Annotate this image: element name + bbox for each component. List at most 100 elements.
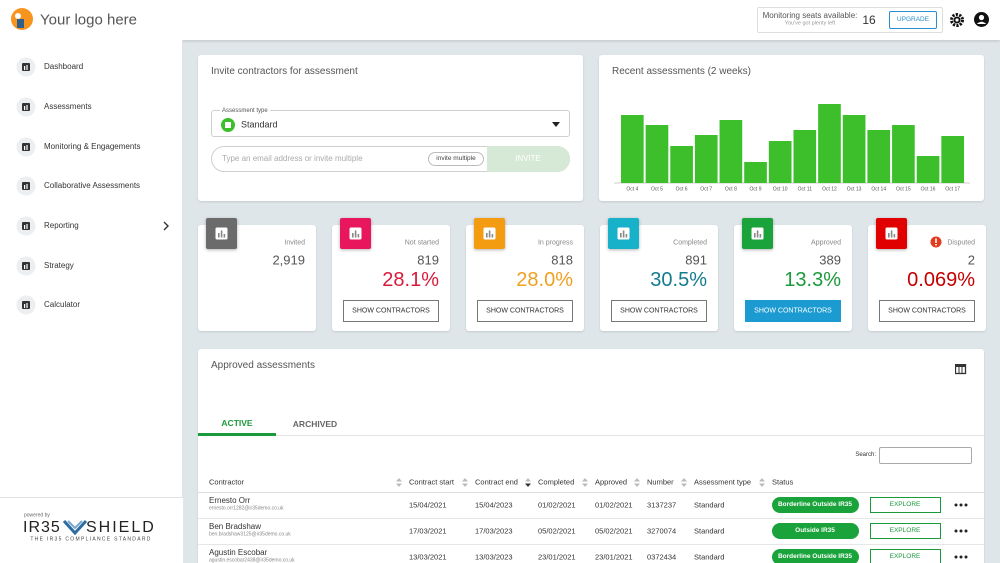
column-header[interactable]: Completed <box>538 477 575 487</box>
row-menu <box>954 529 968 533</box>
x-tick-label: Oct 7 <box>700 186 712 192</box>
stat-label: Not started <box>404 239 439 247</box>
seats-label: Monitoring seats available: <box>762 11 858 20</box>
invite-multiple-chip[interactable] <box>428 152 484 166</box>
explore-label[interactable]: EXPLORE <box>889 500 921 508</box>
show-contractors-label[interactable]: SHOW CONTRACTORS <box>754 307 832 315</box>
sidebar-label[interactable]: Calculator <box>44 300 81 309</box>
seats-count: 16 <box>862 13 876 27</box>
column-header[interactable]: Status <box>772 477 794 487</box>
row-menu <box>954 503 968 507</box>
show-contractors-label[interactable]: SHOW CONTRACTORS <box>888 307 966 315</box>
sort-icon <box>525 478 531 487</box>
sidebar-icon <box>16 176 36 196</box>
bar <box>620 115 644 183</box>
cell: 3270074 <box>647 526 677 536</box>
x-tick-label: Oct 13 <box>847 186 862 192</box>
logo-text: Your logo here <box>40 11 138 29</box>
tab-active[interactable]: ACTIVE <box>221 417 253 428</box>
show-contractors-button[interactable] <box>611 300 707 322</box>
assessment-type-select[interactable] <box>211 110 570 137</box>
sort-icon <box>462 478 468 487</box>
bar <box>818 104 841 183</box>
sidebar-label[interactable]: Strategy <box>44 261 74 270</box>
stat-label: Invited <box>284 239 305 247</box>
brand-ir35: IR35 <box>23 519 61 536</box>
row-line <box>198 544 984 545</box>
sidebar-label[interactable]: Monitoring & Engagements <box>44 142 141 151</box>
stat-icon-glyph <box>617 227 630 240</box>
sidebar-label[interactable]: Assessments <box>44 102 92 111</box>
cell: 15/04/2021 <box>409 500 447 510</box>
cell: 23/01/2021 <box>538 552 576 562</box>
cell: 23/01/2021 <box>595 552 633 562</box>
cell: Standard <box>694 500 725 510</box>
upgrade-label[interactable]: UPGRADE <box>896 15 930 23</box>
bar <box>892 125 915 183</box>
stat-label: Approved <box>811 239 841 247</box>
x-tick-label: Oct 9 <box>750 186 762 192</box>
explore-label[interactable]: EXPLORE <box>889 552 921 560</box>
show-contractors-label[interactable]: SHOW CONTRACTORS <box>620 307 698 315</box>
cell: 13/03/2023 <box>475 552 513 562</box>
show-contractors-button[interactable] <box>343 300 439 322</box>
column-header[interactable]: Contractor <box>209 477 245 487</box>
contractor-email: ernesto.orr1282@ir35demo.co.uk <box>209 505 284 512</box>
chevron <box>163 221 169 231</box>
invite-multiple-label[interactable]: invite multiple <box>436 154 476 162</box>
powered-by: powered by <box>24 512 50 519</box>
account-icon <box>974 12 989 27</box>
table-title: Approved assessments <box>211 360 315 371</box>
upgrade-button[interactable] <box>889 11 937 29</box>
stat-label: Disputed <box>947 239 975 247</box>
email-placeholder[interactable]: Type an email address or invite multiple <box>222 154 363 163</box>
explore-button[interactable] <box>870 523 941 539</box>
stat-count: 818 <box>551 252 573 268</box>
invite-button[interactable] <box>487 146 570 172</box>
seats-note: You've got plenty left <box>784 20 836 27</box>
bar <box>744 162 767 183</box>
show-contractors-button[interactable] <box>879 300 975 322</box>
column-header[interactable]: Approved <box>595 477 628 487</box>
sidebar-label[interactable]: Reporting <box>44 221 79 230</box>
explore-button[interactable] <box>870 549 941 563</box>
column-header[interactable]: Number <box>647 477 674 487</box>
cell: 15/04/2023 <box>475 500 513 510</box>
bar <box>867 130 891 183</box>
stat-percent: 0.069% <box>907 269 975 291</box>
stat-icon-glyph <box>215 227 228 240</box>
contractor-email: agustin.escobar2438@ir35demo.co.uk <box>209 557 295 563</box>
cell: 05/02/2021 <box>538 526 576 536</box>
brand-mark <box>63 519 87 536</box>
sort-icon <box>582 478 588 487</box>
stat-percent: 13.3% <box>784 269 841 291</box>
column-header[interactable]: Contract start <box>409 477 455 487</box>
explore-label[interactable]: EXPLORE <box>889 526 921 534</box>
show-contractors-label[interactable]: SHOW CONTRACTORS <box>486 307 564 315</box>
sidebar-label[interactable]: Collaborative Assessments <box>44 181 141 190</box>
sort-icon <box>396 478 402 487</box>
column-header[interactable]: Assessment type <box>694 477 752 487</box>
invite-label[interactable]: INVITE <box>515 154 541 163</box>
x-tick-label: Oct 12 <box>822 186 837 192</box>
show-contractors-button[interactable] <box>745 300 841 322</box>
bar <box>941 136 965 183</box>
disputed-alert-icon <box>930 236 942 248</box>
show-contractors-button[interactable] <box>477 300 573 322</box>
explore-button[interactable] <box>870 497 941 513</box>
cell: 17/03/2021 <box>409 526 447 536</box>
show-contractors-label[interactable]: SHOW CONTRACTORS <box>352 307 430 315</box>
stat-percent: 30.5% <box>650 269 707 291</box>
status-label: Borderline Outside IR35 <box>777 552 853 560</box>
status-pill <box>772 549 859 563</box>
cell: 17/03/2023 <box>475 526 513 536</box>
sidebar-label[interactable]: Dashboard <box>44 62 84 71</box>
tab[interactable]: ARCHIVED <box>292 418 338 429</box>
cell: 3137237 <box>647 500 677 510</box>
search-input[interactable] <box>879 447 972 464</box>
x-tick-label: Oct 8 <box>725 186 737 192</box>
sidebar-icon <box>16 295 36 315</box>
column-header[interactable]: Contract end <box>475 477 518 487</box>
sort-icon <box>681 478 687 487</box>
